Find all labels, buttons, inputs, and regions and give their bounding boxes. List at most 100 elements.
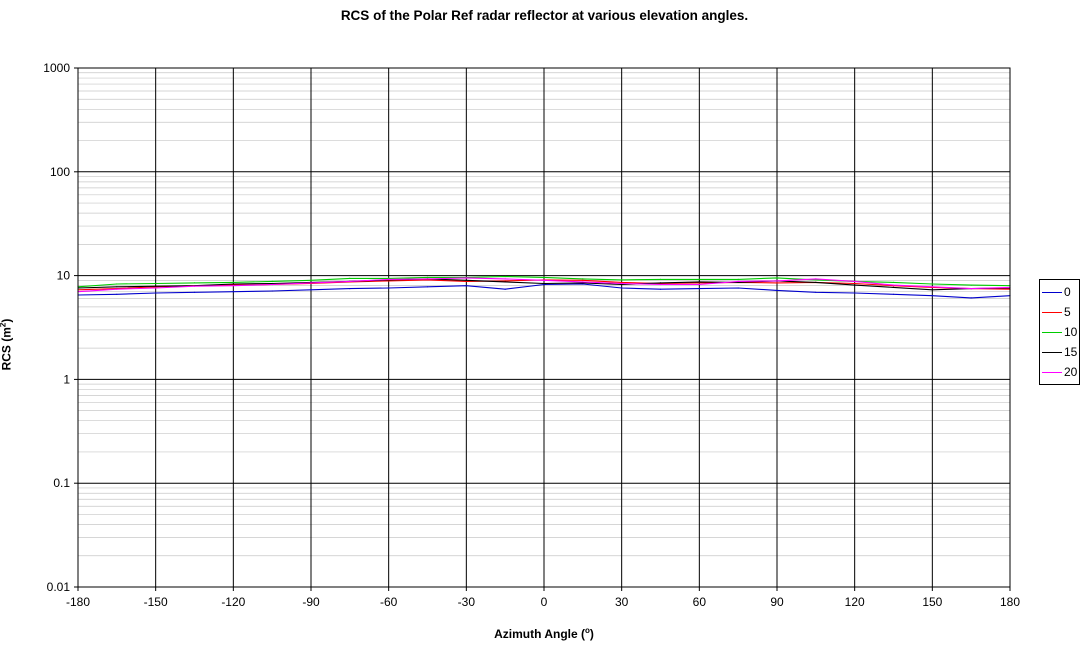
legend-swatch	[1042, 312, 1062, 313]
data-point-20	[621, 282, 623, 285]
data-point-10	[504, 275, 506, 278]
data-point-0	[465, 285, 467, 287]
data-point-20	[737, 280, 739, 282]
legend-swatch	[1042, 372, 1062, 373]
data-point-5	[504, 280, 506, 282]
x-tick-label: 60	[693, 595, 707, 609]
data-point-10	[155, 282, 157, 285]
data-point-0	[815, 291, 817, 293]
legend-label: 5	[1064, 305, 1071, 319]
data-point-15	[116, 286, 118, 288]
data-point-10	[815, 279, 817, 281]
data-point-20	[854, 280, 856, 282]
data-point-0	[116, 293, 118, 295]
data-point-10	[582, 278, 584, 280]
legend-swatch	[1042, 292, 1062, 293]
data-point-10	[931, 283, 933, 285]
data-point-0	[310, 289, 312, 291]
data-point-0	[349, 288, 351, 290]
data-point-10	[271, 280, 273, 282]
data-point-20	[815, 278, 817, 280]
data-point-10	[116, 283, 118, 285]
data-point-15	[815, 281, 817, 283]
data-point-15	[232, 283, 234, 285]
data-point-5	[582, 279, 584, 281]
x-tick-label: 90	[770, 595, 784, 609]
data-point-20	[349, 280, 351, 282]
x-tick-label: -180	[66, 595, 90, 609]
legend-item-0: 0	[1042, 283, 1080, 303]
y-tick-label: 0.01	[47, 580, 71, 594]
data-point-0	[388, 287, 390, 289]
data-point-0	[698, 288, 700, 290]
data-point-15	[155, 285, 157, 287]
data-point-20	[970, 288, 972, 290]
data-point-0	[155, 292, 157, 294]
data-point-15	[543, 282, 545, 285]
data-point-20	[659, 283, 662, 286]
data-point-10	[892, 281, 895, 283]
data-point-0	[271, 290, 273, 292]
data-point-0	[892, 293, 895, 295]
data-point-15	[621, 283, 623, 286]
y-tick-label: 1000	[43, 61, 70, 75]
legend-swatch	[1042, 332, 1062, 333]
legend-item-5: 5	[1042, 303, 1080, 323]
data-point-20	[504, 278, 506, 280]
x-tick-label: 30	[615, 595, 629, 609]
data-point-10	[193, 282, 196, 284]
data-point-10	[737, 278, 739, 280]
x-tick-label: -30	[458, 595, 476, 609]
data-point-10	[426, 276, 429, 278]
data-point-20	[271, 283, 273, 286]
legend-item-15: 15	[1042, 343, 1080, 363]
data-point-10	[388, 277, 390, 279]
y-axis-tick-labels: 0.01 0.1 1 10 100 1000	[43, 61, 78, 594]
data-point-10	[698, 278, 700, 280]
x-axis-tick-labels: -180 -150 -120 -90 -60 -30 0 30 60 90 120 150 180	[66, 587, 1020, 609]
data-point-10	[970, 284, 972, 286]
data-point-5	[776, 282, 778, 284]
legend-label: 10	[1064, 325, 1078, 339]
data-point-0	[854, 292, 856, 294]
data-point-10	[310, 279, 312, 281]
legend-swatch	[1042, 352, 1062, 353]
data-point-0	[970, 297, 972, 299]
data-point-0	[543, 283, 545, 286]
data-point-20	[698, 283, 700, 286]
legend: 0 5 10 15 20	[1039, 279, 1080, 385]
data-point-20	[426, 278, 429, 280]
data-point-15	[582, 282, 584, 284]
data-point-10	[232, 281, 234, 283]
data-point-0	[737, 287, 739, 289]
x-tick-label: -120	[221, 595, 245, 609]
data-point-5	[698, 282, 700, 284]
data-point-0	[193, 291, 196, 293]
data-point-20	[388, 278, 390, 280]
data-point-20	[776, 280, 778, 282]
data-point-20	[116, 288, 118, 290]
data-point-0	[426, 286, 429, 288]
series-lines	[77, 275, 1011, 299]
data-point-20	[582, 281, 584, 283]
data-point-15	[659, 282, 662, 284]
data-point-15	[854, 284, 856, 286]
y-tick-label: 1	[63, 372, 70, 386]
data-point-20	[232, 285, 234, 287]
data-point-0	[776, 289, 778, 291]
data-point-15	[271, 282, 273, 285]
data-point-0	[504, 288, 506, 290]
data-point-5	[426, 279, 429, 281]
data-point-10	[543, 276, 545, 278]
data-point-20	[465, 277, 467, 279]
x-tick-label: 180	[1000, 595, 1020, 609]
x-axis-label: Azimuth Angle (o)	[494, 626, 594, 641]
data-point-15	[737, 281, 739, 283]
legend-label: 15	[1064, 345, 1078, 359]
y-tick-label: 0.1	[53, 476, 70, 490]
data-point-10	[349, 277, 351, 279]
data-point-10	[659, 278, 662, 280]
legend-label: 0	[1064, 285, 1071, 299]
data-point-5	[388, 280, 390, 282]
